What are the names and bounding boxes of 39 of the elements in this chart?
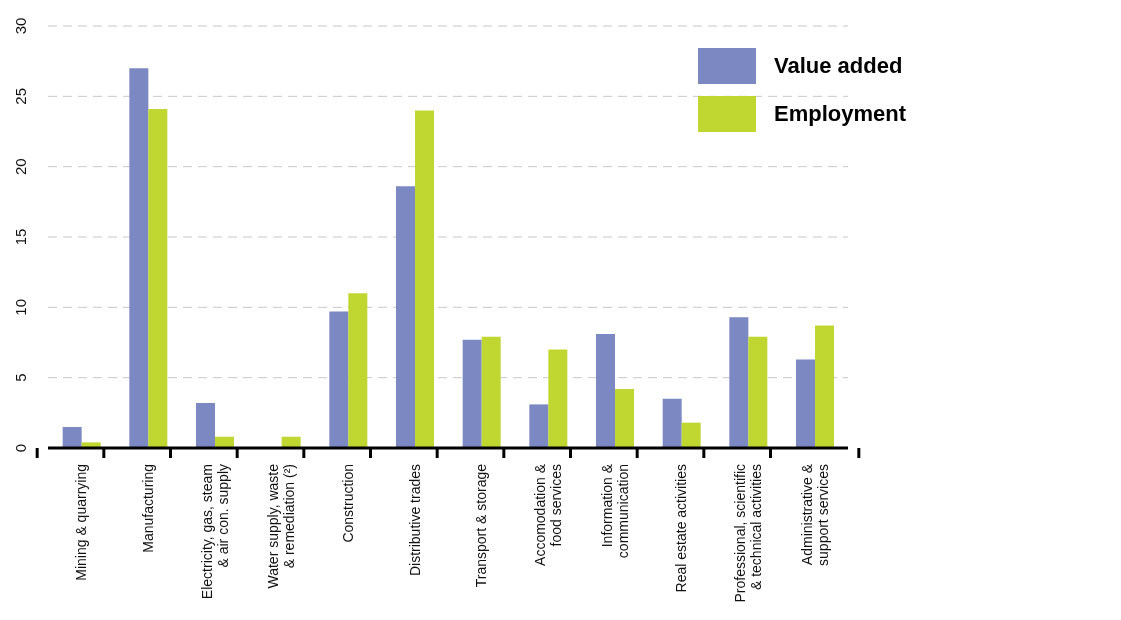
x-tick-label: Electricity, gas, steam & air con. supply	[198, 464, 231, 600]
y-tick-label: 20	[12, 158, 29, 176]
legend-label: Employment	[774, 101, 907, 127]
bar	[196, 402, 215, 448]
bar	[529, 404, 549, 448]
bar	[729, 317, 749, 448]
bar	[748, 336, 768, 448]
legend-label: Value added	[774, 53, 903, 79]
x-tick-label: Transport & storage	[473, 463, 490, 588]
x-tick-label: Mining & quarrying	[73, 464, 90, 581]
x-tick-label: Real estate activities	[673, 464, 690, 593]
bar	[129, 68, 149, 448]
x-tick-label: Accomodation & food services	[532, 463, 564, 566]
y-tick-label: 10	[12, 298, 29, 316]
y-tick-label: 30	[12, 17, 29, 35]
x-tick-label: Water supply, waste & remediation (²)	[265, 463, 298, 589]
x-tick-label: Distributive trades	[406, 464, 423, 577]
x-tick-label: Construction	[340, 464, 356, 543]
bar	[481, 336, 501, 448]
bar	[148, 108, 168, 448]
bar	[615, 388, 634, 448]
bar	[662, 398, 682, 448]
bar	[329, 311, 349, 448]
bar	[681, 422, 701, 448]
y-tick-label: 0	[12, 443, 29, 453]
bar	[348, 293, 368, 448]
bar	[548, 349, 568, 448]
y-tick-label: 5	[12, 373, 29, 382]
bar	[462, 339, 482, 448]
y-tick-label: 15	[12, 228, 29, 246]
x-tick-label: Administrative & support services	[798, 463, 831, 566]
bar	[396, 186, 415, 448]
bar	[62, 426, 82, 448]
bar	[596, 334, 615, 448]
y-tick-label: 25	[12, 87, 29, 105]
bar	[815, 325, 834, 448]
x-tick-label: Manufacturing	[140, 464, 156, 553]
bar	[796, 359, 815, 448]
bar	[415, 110, 434, 448]
